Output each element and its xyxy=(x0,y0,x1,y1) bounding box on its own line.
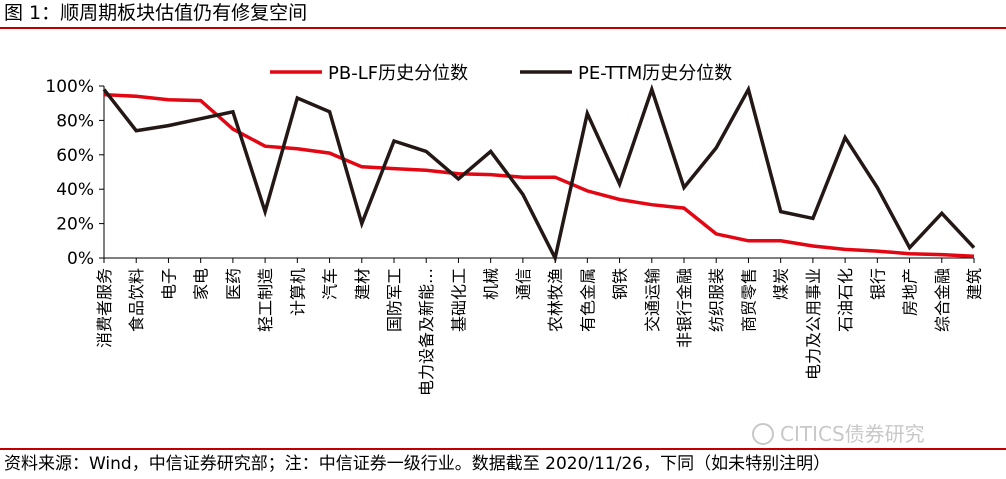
x-tick-label: 计算机 xyxy=(288,268,307,316)
figure-title: 图 1：顺周期板块估值仍有修复空间 xyxy=(4,2,308,24)
x-tick-label: 食品饮料 xyxy=(127,268,146,332)
top-rule xyxy=(0,27,1006,29)
x-tick-label: 轻工制造 xyxy=(256,268,275,332)
x-tick-label: 家电 xyxy=(192,268,211,300)
source-note: 资料来源：Wind，中信证券研究部；注：中信证券一级行业。数据截至 2020/1… xyxy=(4,454,831,474)
x-tick-label: 非银行金融 xyxy=(675,268,694,348)
chart: PB-LF历史分位数 PE-TTM历史分位数 0% 20% 40% 60% 80% 100… xyxy=(45,63,984,396)
x-tick-label: 电力及公用事业 xyxy=(804,268,823,380)
x-axis: 消费者服务 食品饮料 电子 家电 医药 轻工制造 计算机 汽车 建材 国防军工 电力设备及新能… 基础… xyxy=(95,257,984,396)
x-tick-label: 银行 xyxy=(868,268,887,300)
x-tick-label: 农林牧渔 xyxy=(546,268,565,332)
x-tick-label: 机械 xyxy=(482,268,501,300)
x-tick-label: 钢铁 xyxy=(611,268,630,300)
x-tick-label: 建材 xyxy=(353,268,372,300)
legend: PB-LF历史分位数 PE-TTM历史分位数 xyxy=(270,63,732,84)
x-tick-label: 电力设备及新能… xyxy=(417,268,436,396)
x-tick-label: 消费者服务 xyxy=(95,268,114,348)
y-tick-label: 0% xyxy=(67,249,94,269)
y-tick-label: 100% xyxy=(45,77,94,97)
x-tick-label: 交通运输 xyxy=(643,268,662,332)
x-tick-label: 煤炭 xyxy=(772,268,791,300)
wechat-icon xyxy=(752,423,774,445)
x-tick-label: 综合金融 xyxy=(933,268,952,332)
x-tick-label: 房地产 xyxy=(901,268,920,316)
series-lines xyxy=(102,83,976,264)
x-tick-label: 通信 xyxy=(514,268,533,300)
legend-label-pb: PB-LF历史分位数 xyxy=(328,63,468,84)
x-tick-label: 有色金属 xyxy=(578,268,597,332)
y-axis: 0% 20% 40% 60% 80% 100% xyxy=(45,77,105,269)
series-line-pb-lf xyxy=(103,92,975,259)
bottom-rule xyxy=(0,448,1006,450)
x-tick-label: 纺织服装 xyxy=(707,268,726,332)
x-tick-label: 国防军工 xyxy=(385,268,404,332)
y-tick-label: 20% xyxy=(56,215,94,235)
y-tick-label: 60% xyxy=(56,146,94,166)
x-tick-label: 石油石化 xyxy=(836,268,855,332)
watermark: CITICS债券研究 xyxy=(752,418,925,447)
y-tick-label: 80% xyxy=(56,111,94,131)
legend-label-pe: PE-TTM历史分位数 xyxy=(578,63,732,84)
series-line-pe-ttm xyxy=(102,83,976,264)
x-tick-label: 商贸零售 xyxy=(739,268,758,332)
x-tick-label: 建筑 xyxy=(965,268,984,300)
watermark-text: CITICS债券研究 xyxy=(780,422,925,446)
x-tick-label: 基础化工 xyxy=(449,268,468,332)
x-tick-label: 汽车 xyxy=(321,268,340,300)
y-tick-label: 40% xyxy=(56,180,94,200)
x-tick-label: 电子 xyxy=(159,268,178,300)
x-tick-label: 医药 xyxy=(224,268,243,300)
